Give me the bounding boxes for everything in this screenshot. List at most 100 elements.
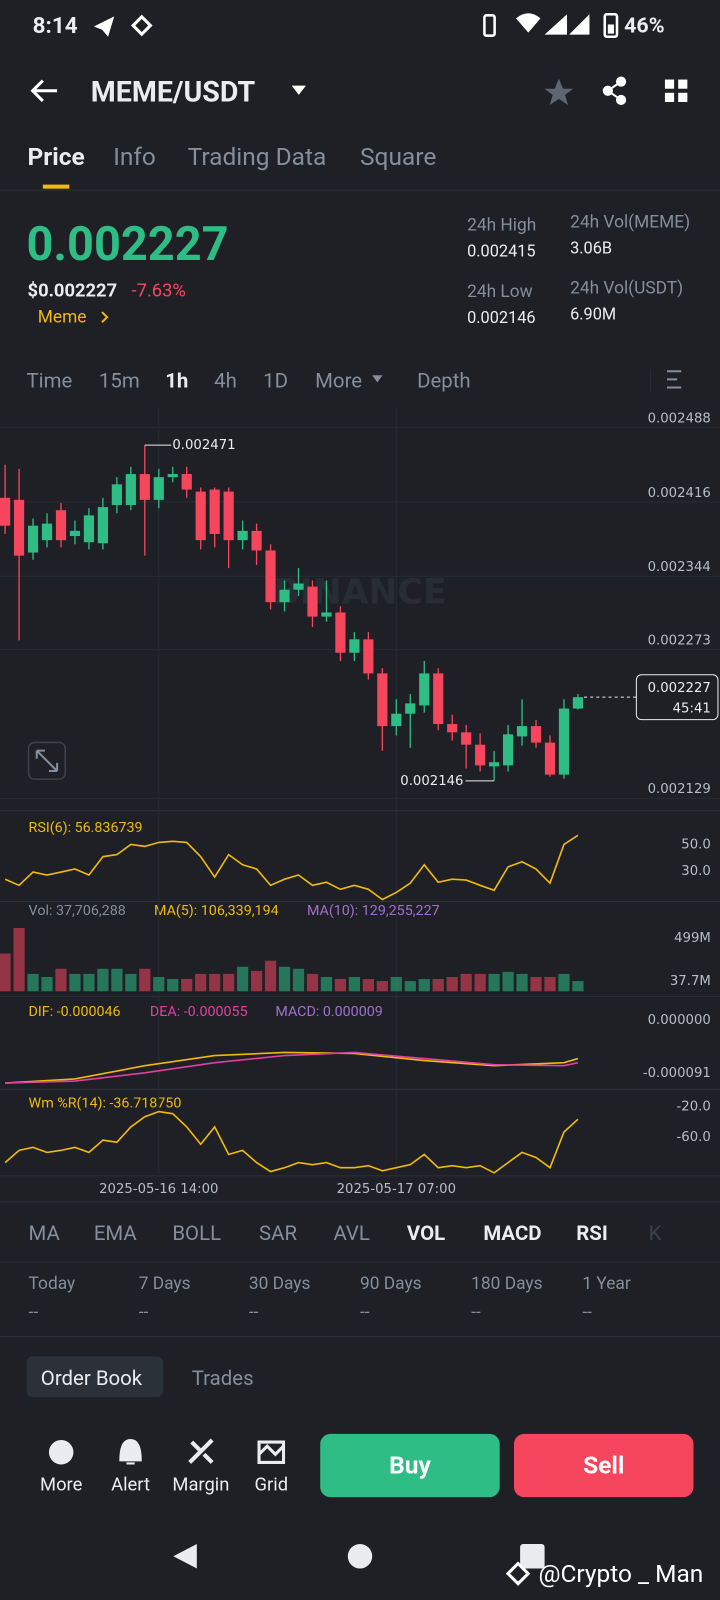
interval[interactable]: Time: [26, 368, 73, 393]
back-button[interactable]: [30, 79, 58, 103]
indicator[interactable]: MACD: [483, 1220, 542, 1246]
sell-button[interactable]: [513, 1433, 694, 1498]
book-tab[interactable]: Order Book: [40, 1365, 143, 1391]
volume-bar: [432, 979, 444, 992]
candle-body: [363, 639, 374, 674]
period-label: 90 Days: [360, 1273, 422, 1295]
candle-body: [55, 510, 67, 541]
more-dropdown: [372, 375, 383, 383]
period-label: 30 Days: [248, 1273, 311, 1295]
stat-value: 3.06B: [570, 238, 613, 258]
interval[interactable]: 15m: [98, 368, 140, 393]
indicator[interactable]: VOL: [406, 1220, 446, 1246]
countdown: 45:41: [673, 701, 711, 716]
period-value: --: [471, 1302, 481, 1323]
fullscreen-button[interactable]: [27, 741, 67, 780]
action-label[interactable]: Grid: [254, 1474, 289, 1496]
vol-label: Vol: 37,706,288: [28, 902, 126, 919]
volume-bar: [69, 973, 81, 992]
candle-body: [502, 734, 514, 766]
indicator[interactable]: EMA: [93, 1220, 137, 1246]
book-tab[interactable]: Trades: [191, 1365, 254, 1391]
tab[interactable]: Info: [113, 142, 156, 172]
candle-body: [279, 589, 290, 603]
usd-price: $0.002227: [27, 279, 118, 302]
indicator[interactable]: MA: [28, 1220, 60, 1246]
indicator[interactable]: RSI: [576, 1220, 608, 1246]
volume-bar: [0, 953, 11, 992]
interval[interactable]: Depth: [417, 368, 471, 393]
bottom-icons: [48, 1433, 694, 1586]
margin-icon: [188, 1438, 214, 1464]
candle-body: [69, 530, 81, 537]
volume-bar: [264, 960, 277, 992]
candle-body: [265, 550, 276, 603]
candle-body: [27, 525, 39, 553]
candle-body: [321, 612, 332, 617]
action-label[interactable]: More: [40, 1474, 83, 1496]
y-tick-label: 0.002273: [648, 633, 711, 648]
y-tick-label: 0.002416: [648, 486, 711, 501]
candle-body: [405, 703, 416, 714]
volume-bar: [13, 928, 25, 992]
indicator-line: [4, 834, 579, 901]
volume-bar: [376, 981, 388, 992]
candle-body: [377, 673, 388, 727]
volume-bar: [516, 973, 528, 992]
indicator[interactable]: SAR: [259, 1220, 298, 1246]
buy-button[interactable]: [320, 1433, 500, 1498]
share-button[interactable]: [602, 76, 627, 106]
candle-body: [83, 515, 95, 543]
pair-title[interactable]: MEME/USDT: [90, 74, 256, 109]
rsi-label: RSI(6): 56.836739: [28, 819, 143, 837]
token-tag[interactable]: Meme: [37, 306, 87, 328]
volume-bar: [41, 976, 53, 992]
tab-indicator: [42, 184, 70, 189]
alert-icon: [119, 1438, 142, 1465]
nav-back[interactable]: [173, 1544, 197, 1569]
interval[interactable]: 1h: [165, 368, 189, 393]
candle-body: [461, 732, 472, 745]
status-time: 8:14: [32, 13, 78, 40]
candle-body: [111, 484, 122, 506]
chart-settings[interactable]: [666, 370, 682, 389]
interval[interactable]: 1D: [263, 368, 288, 393]
divider: [0, 189, 720, 191]
favorite-button[interactable]: [544, 78, 574, 106]
tab[interactable]: Square: [360, 142, 437, 172]
candle-body: [293, 583, 304, 590]
sell-label[interactable]: Sell: [583, 1451, 625, 1480]
stat-value: 0.002146: [467, 307, 536, 327]
candle-body: [181, 474, 192, 490]
low-label: 0.002146: [400, 774, 463, 789]
indicator[interactable]: BOLL: [172, 1220, 222, 1246]
interval[interactable]: More: [315, 368, 363, 393]
dif-label: DIF: -0.000046: [28, 1003, 121, 1020]
nav-home[interactable]: [347, 1544, 373, 1569]
volume-bar: [558, 973, 570, 992]
action-label[interactable]: Alert: [111, 1474, 150, 1496]
y-tick-label: 0.002344: [648, 560, 711, 575]
y-tick-label: -0.000091: [643, 1066, 711, 1081]
nav-recents[interactable]: [520, 1544, 545, 1569]
interval[interactable]: 4h: [214, 368, 237, 393]
layout-button[interactable]: [664, 79, 688, 102]
indicator[interactable]: AVL: [333, 1220, 370, 1246]
candle-body: [433, 673, 444, 725]
volume-bar: [572, 981, 584, 992]
buy-label[interactable]: Buy: [389, 1451, 431, 1480]
action-label[interactable]: Margin: [172, 1474, 230, 1496]
tab[interactable]: Trading Data: [187, 142, 327, 172]
volume-bar: [320, 976, 333, 992]
volume-bar: [195, 973, 207, 992]
volume-bar: [209, 973, 221, 992]
tab[interactable]: Price: [27, 142, 85, 172]
candle-body: [153, 477, 164, 500]
chevron: [101, 311, 109, 323]
indicator-line: [5, 1051, 579, 1084]
indicator[interactable]: K: [648, 1220, 662, 1246]
pair-dropdown[interactable]: [291, 85, 306, 95]
candle-body: [237, 530, 248, 541]
period-value: --: [138, 1302, 149, 1323]
volume-bar: [292, 968, 305, 992]
